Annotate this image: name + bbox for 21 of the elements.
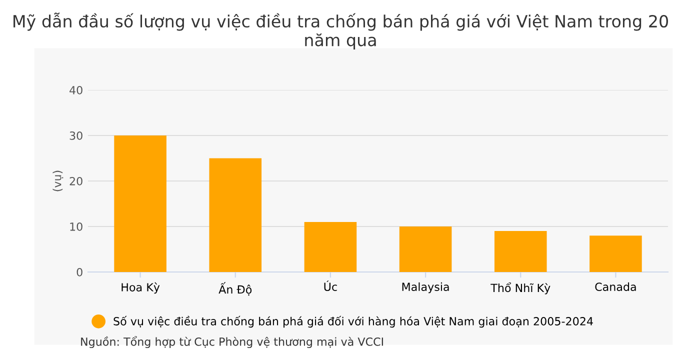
bar [399, 226, 452, 272]
bar [304, 222, 357, 272]
bar [114, 136, 166, 272]
chart-title: Mỹ dẫn đầu số lượng vụ việc điều tra chống bán phá giá với Việt Nam trong 20 năm qua [14, 12, 668, 50]
x-tick-label: Úc [324, 280, 337, 292]
legend-label: Số vụ việc điều tra chống bán phá giá đối với hàng hóa Việt Nam giai đoạn 2005-2024 [114, 316, 593, 328]
x-tick-label: Ấn Độ [218, 282, 252, 296]
x-tick-label: Canada [595, 282, 636, 292]
y-axis-title: (vụ) [52, 170, 64, 192]
bar [590, 236, 642, 272]
bar [209, 158, 262, 272]
y-tick-label: 20 [70, 176, 82, 186]
y-tick-label: 30 [70, 131, 82, 140]
text: Nguồn: Tổng hợp từ Cục Phòng vệ thương mại và VCCI [81, 336, 383, 348]
x-tick-label: Thổ Nhĩ Kỳ [490, 282, 550, 294]
y-tick-label: 40 [70, 86, 82, 94]
y-tick-label: 0 [76, 268, 82, 276]
y-tick-label: 10 [70, 222, 82, 231]
x-tick-label: Malaysia [402, 282, 449, 294]
bar [494, 231, 547, 272]
x-tick-label: Hoa Kỳ [122, 282, 160, 294]
